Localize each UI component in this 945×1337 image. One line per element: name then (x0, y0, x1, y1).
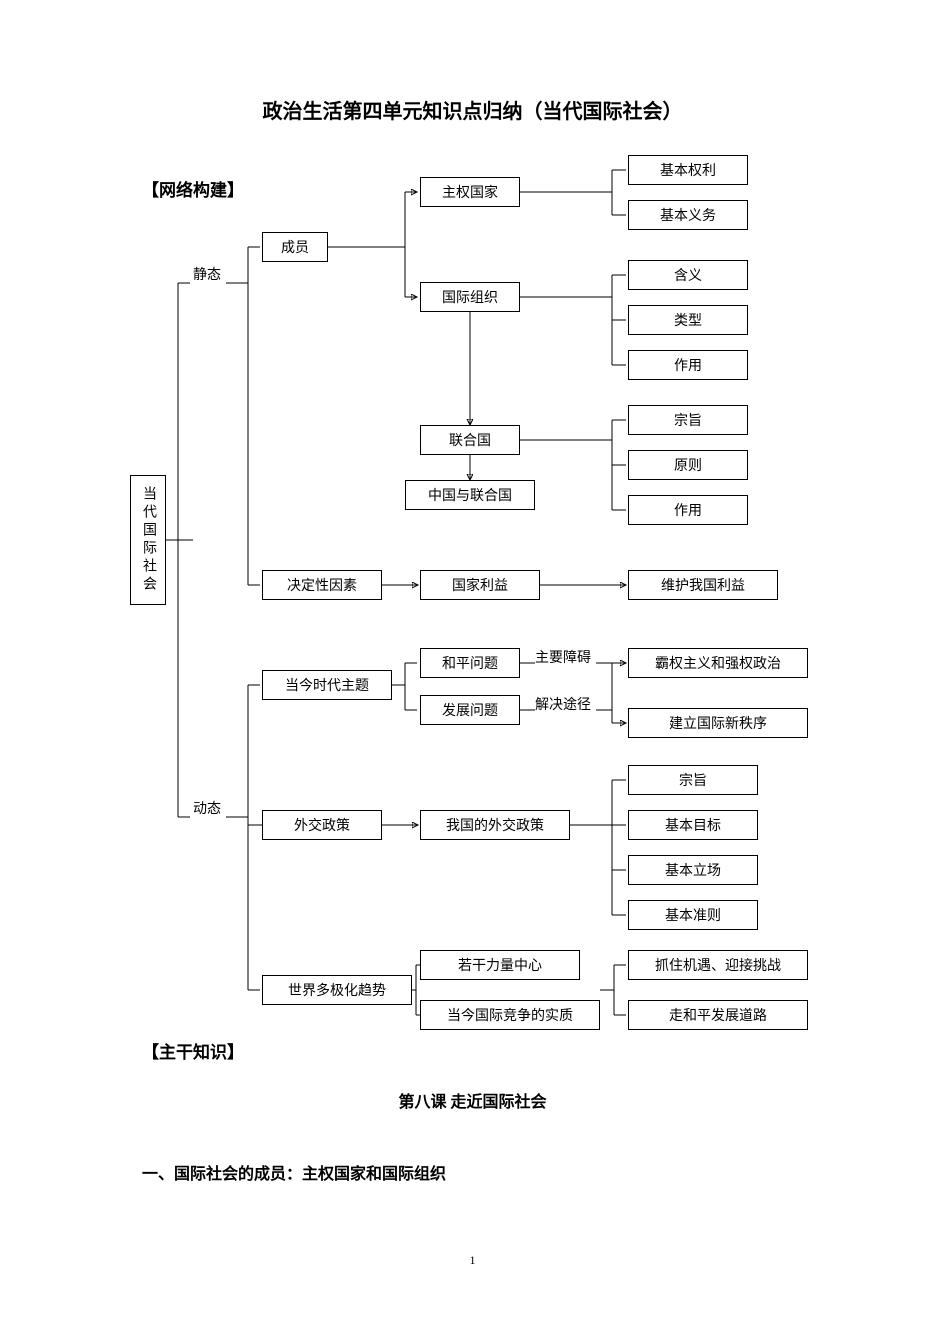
node-meaning: 含义 (628, 260, 748, 290)
node-cn_policy: 我国的外交政策 (420, 810, 570, 840)
section-core-label: 【主干知识】 (142, 1038, 244, 1063)
node-opportunity: 抓住机遇、迎接挑战 (628, 950, 808, 980)
body-heading-1: 一、国际社会的成员：主权国家和国际组织 (142, 1160, 446, 1184)
node-multipolar: 世界多极化趋势 (262, 975, 412, 1005)
node-develop: 发展问题 (420, 695, 520, 725)
node-role1: 作用 (628, 350, 748, 380)
node-role2: 作用 (628, 495, 748, 525)
page-title: 政治生活第四单元知识点归纳（当代国际社会） (0, 95, 945, 124)
node-norm: 基本准则 (628, 900, 758, 930)
node-interest: 国家利益 (420, 570, 540, 600)
node-goal: 基本目标 (628, 810, 758, 840)
node-un: 联合国 (420, 425, 520, 455)
node-types: 类型 (628, 305, 748, 335)
section-network-label: 【网络构建】 (142, 176, 244, 201)
node-stance: 基本立场 (628, 855, 758, 885)
node-sovereign: 主权国家 (420, 177, 520, 207)
node-policy: 外交政策 (262, 810, 382, 840)
node-members: 成员 (262, 232, 328, 262)
lesson-subtitle: 第八课 走近国际社会 (0, 1088, 945, 1112)
node-centers: 若干力量中心 (420, 950, 580, 980)
node-duties: 基本义务 (628, 200, 748, 230)
page-number: 1 (0, 1253, 945, 1268)
node-china_un: 中国与联合国 (405, 480, 535, 510)
label-barrier: 主要障碍 (535, 647, 591, 667)
node-intl_org: 国际组织 (420, 282, 520, 312)
node-neworder: 建立国际新秩序 (628, 708, 808, 738)
node-purpose2: 宗旨 (628, 765, 758, 795)
node-purpose1: 宗旨 (628, 405, 748, 435)
node-competition: 当今国际竞争的实质 (420, 1000, 600, 1030)
node-peaceful: 走和平发展道路 (628, 1000, 808, 1030)
label-dynamic: 动态 (193, 798, 221, 818)
label-path: 解决途径 (535, 694, 591, 714)
label-static: 静态 (193, 264, 221, 284)
node-decisive: 决定性因素 (262, 570, 382, 600)
node-peace: 和平问题 (420, 648, 520, 678)
node-root: 当代国际社会 (130, 475, 166, 605)
node-protect: 维护我国利益 (628, 570, 778, 600)
node-theme: 当今时代主题 (262, 670, 392, 700)
node-rights: 基本权利 (628, 155, 748, 185)
node-principle: 原则 (628, 450, 748, 480)
node-hegemony: 霸权主义和强权政治 (628, 648, 808, 678)
